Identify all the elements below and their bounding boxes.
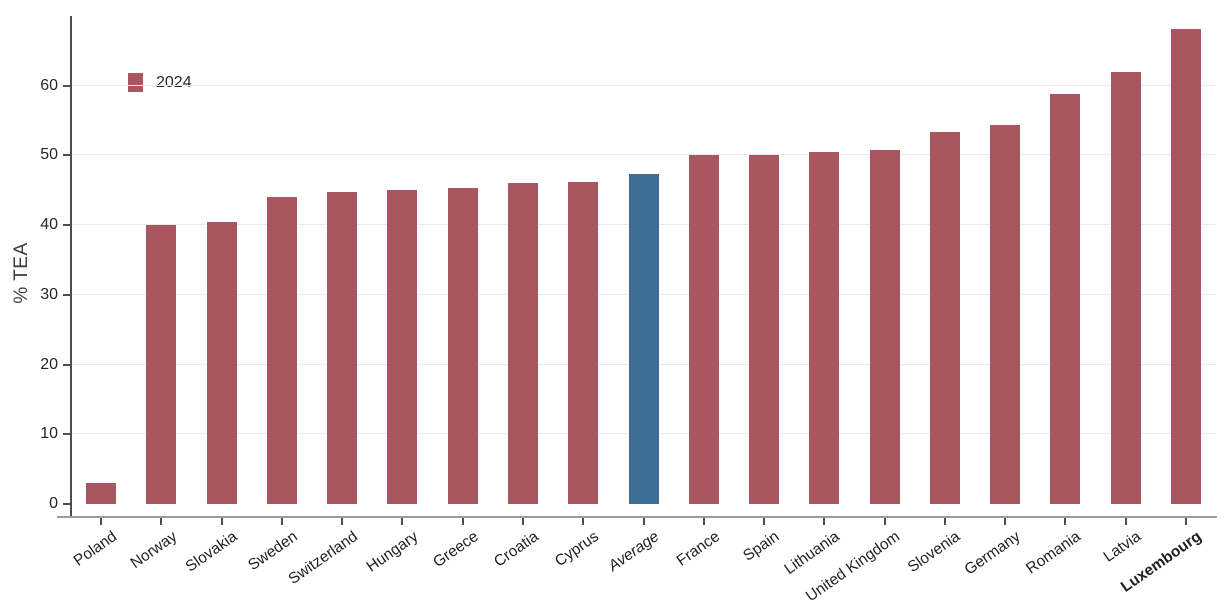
bar-switzerland	[327, 192, 358, 504]
bar-romania	[1050, 94, 1081, 504]
y-label-40: 40	[40, 216, 58, 234]
legend-label: 2024	[156, 73, 192, 91]
x-tick-spain	[763, 518, 766, 525]
x-label-romania: Romania	[1023, 528, 1085, 578]
x-label-croatia: Croatia	[491, 528, 542, 571]
bar-norway	[146, 225, 177, 504]
x-label-spain: Spain	[740, 528, 783, 565]
y-tick-60	[63, 84, 71, 87]
x-tick-lithuania	[823, 518, 826, 525]
x-tick-france	[702, 518, 705, 525]
x-label-hungary: Hungary	[363, 528, 422, 576]
bar-spain	[749, 154, 780, 504]
gridline-60	[71, 84, 1216, 86]
y-axis-line	[70, 16, 72, 518]
bar-france	[688, 155, 719, 504]
bar-slovakia	[206, 221, 237, 504]
bar-slovenia	[929, 132, 960, 504]
x-label-latvia: Latvia	[1100, 528, 1145, 566]
y-label-10: 10	[40, 425, 58, 443]
x-label-slovakia: Slovakia	[182, 528, 241, 576]
x-tick-poland	[100, 518, 103, 525]
x-tick-norway	[160, 518, 163, 525]
y-tick-10	[63, 433, 71, 436]
x-label-norway: Norway	[127, 528, 181, 573]
legend-swatch-2024	[128, 73, 143, 92]
bar-cyprus	[568, 181, 599, 504]
plot-area	[71, 16, 1216, 504]
x-tick-switzerland	[341, 518, 344, 525]
x-tick-slovakia	[220, 518, 223, 525]
y-tick-50	[63, 154, 71, 157]
x-tick-luxembourg	[1184, 518, 1187, 525]
bar-poland	[86, 483, 117, 504]
bar-greece	[447, 187, 478, 504]
x-tick-sweden	[280, 518, 283, 525]
x-tick-hungary	[401, 518, 404, 525]
legend: 2024	[128, 73, 192, 92]
x-tick-croatia	[521, 518, 524, 525]
bar-hungary	[387, 190, 418, 504]
bar-germany	[990, 125, 1021, 504]
y-label-50: 50	[40, 146, 58, 164]
y-label-0: 0	[49, 495, 58, 512]
x-label-france: France	[673, 528, 723, 570]
bar-croatia	[507, 183, 538, 504]
bar-lithuania	[809, 151, 840, 504]
gridline-50	[71, 154, 1216, 156]
x-tick-slovenia	[943, 518, 946, 525]
bar-average	[628, 173, 659, 504]
x-label-greece: Greece	[430, 528, 482, 572]
x-label-poland: Poland	[70, 528, 120, 570]
x-tick-cyprus	[582, 518, 585, 525]
bar-united-kingdom	[869, 149, 900, 504]
y-tick-20	[63, 363, 71, 366]
y-label-30: 30	[40, 285, 58, 303]
x-tick-average	[642, 518, 645, 525]
y-tick-40	[63, 224, 71, 227]
y-label-20: 20	[40, 355, 58, 373]
x-tick-united-kingdom	[883, 518, 886, 525]
x-label-average: Average	[605, 528, 663, 575]
x-tick-germany	[1004, 518, 1007, 525]
x-tick-romania	[1064, 518, 1067, 525]
x-axis-line	[57, 516, 1217, 518]
bar-sweden	[266, 197, 297, 504]
y-label-60: 60	[40, 76, 58, 94]
x-label-cyprus: Cyprus	[552, 528, 603, 571]
x-label-slovenia: Slovenia	[905, 528, 964, 577]
bar-latvia	[1110, 71, 1141, 504]
x-tick-latvia	[1124, 518, 1127, 525]
y-tick-30	[63, 293, 71, 296]
x-tick-greece	[461, 518, 464, 525]
x-label-germany: Germany	[961, 528, 1024, 579]
y-tick-0	[63, 503, 71, 505]
bar-luxembourg	[1170, 28, 1201, 504]
y-axis-title: % TEA	[11, 242, 32, 304]
